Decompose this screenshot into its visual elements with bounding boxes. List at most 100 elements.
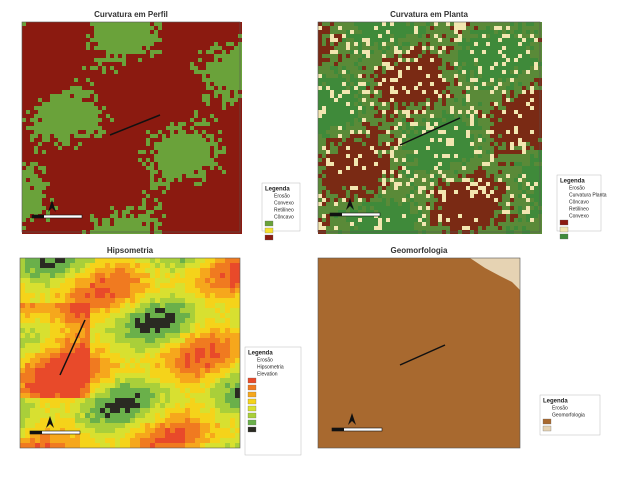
map-cell [162, 90, 166, 94]
map-cell [346, 114, 350, 118]
map-cell [342, 138, 346, 142]
map-cell [22, 122, 26, 126]
map-cell [230, 74, 234, 78]
map-cell [214, 114, 218, 118]
map-cell [374, 102, 378, 106]
map-cell [482, 138, 486, 142]
map-cell [158, 58, 162, 62]
map-cell [50, 110, 54, 114]
map-cell [230, 130, 234, 134]
map-cell [202, 154, 206, 158]
map-cell [110, 214, 114, 218]
map-cell [42, 102, 46, 106]
map-cell [434, 74, 438, 78]
map-cell [442, 54, 446, 58]
map-cell [54, 86, 58, 90]
map-cell [206, 162, 210, 166]
map-cell [330, 58, 334, 62]
map-cell [462, 46, 466, 50]
map-cell [162, 162, 166, 166]
map-cell [534, 154, 538, 158]
map-cell [86, 94, 90, 98]
map-cell [166, 126, 170, 130]
map-cell [422, 150, 426, 154]
map-cell [150, 42, 154, 46]
map-cell [462, 66, 466, 70]
map-cell [430, 158, 434, 162]
map-cell [62, 114, 66, 118]
map-cell [78, 222, 82, 226]
map-cell [494, 146, 498, 150]
map-cell [190, 130, 194, 134]
map-cell [54, 106, 58, 110]
map-cell [330, 138, 334, 142]
map-cell [98, 218, 102, 222]
map-cell [138, 166, 142, 170]
map-cell [198, 118, 202, 122]
map-cell [94, 202, 98, 206]
map-cell [58, 210, 62, 214]
map-cell [226, 154, 230, 158]
map-cell [142, 90, 146, 94]
map-cell [222, 62, 226, 66]
map-cell [386, 122, 390, 126]
map-cell [506, 46, 510, 50]
map-cell [154, 98, 158, 102]
map-cell [86, 34, 90, 38]
map-cell [394, 114, 398, 118]
map-cell [62, 58, 66, 62]
map-cell [142, 162, 146, 166]
map-cell [526, 150, 530, 154]
map-cell [378, 58, 382, 62]
map-cell [406, 106, 410, 110]
map-cell [458, 54, 462, 58]
map-cell [114, 30, 118, 34]
map-cell [458, 158, 462, 162]
map-cell [506, 86, 510, 90]
map-cell [174, 142, 178, 146]
map-cell [218, 82, 222, 86]
map-cell [342, 98, 346, 102]
map-cell [438, 78, 442, 82]
map-cell [162, 58, 166, 62]
map-cell [54, 130, 58, 134]
map-cell [118, 134, 122, 138]
map-cell [58, 30, 62, 34]
map-cell [466, 142, 470, 146]
map-cell [534, 70, 538, 74]
map-cell [378, 114, 382, 118]
map-cell [478, 142, 482, 146]
map-cell [38, 134, 42, 138]
map-cell [66, 90, 70, 94]
map-cell [214, 58, 218, 62]
map-cell [210, 86, 214, 90]
map-cell [126, 90, 130, 94]
map-cell [462, 86, 466, 90]
map-cell [170, 90, 174, 94]
map-cell [90, 134, 94, 138]
map-cell [418, 118, 422, 122]
map-cell [206, 70, 210, 74]
map-cell [78, 58, 82, 62]
map-cell [414, 138, 418, 142]
map-cell [138, 182, 142, 186]
map-cell [38, 102, 42, 106]
map-cell [142, 38, 146, 42]
map-cell [118, 122, 122, 126]
map-cell [226, 218, 230, 222]
map-cell [522, 106, 526, 110]
map-cell [94, 102, 98, 106]
map-cell [390, 146, 394, 150]
map-cell [166, 66, 170, 70]
map-cell [134, 174, 138, 178]
map-cell [482, 154, 486, 158]
map-cell [154, 34, 158, 38]
map-cell [46, 58, 50, 62]
map-cell [118, 150, 122, 154]
map-cell [22, 98, 26, 102]
map-cell [506, 54, 510, 58]
map-cell [362, 58, 366, 62]
map-cell [322, 102, 326, 106]
map-cell [334, 114, 338, 118]
map-cell [350, 26, 354, 30]
